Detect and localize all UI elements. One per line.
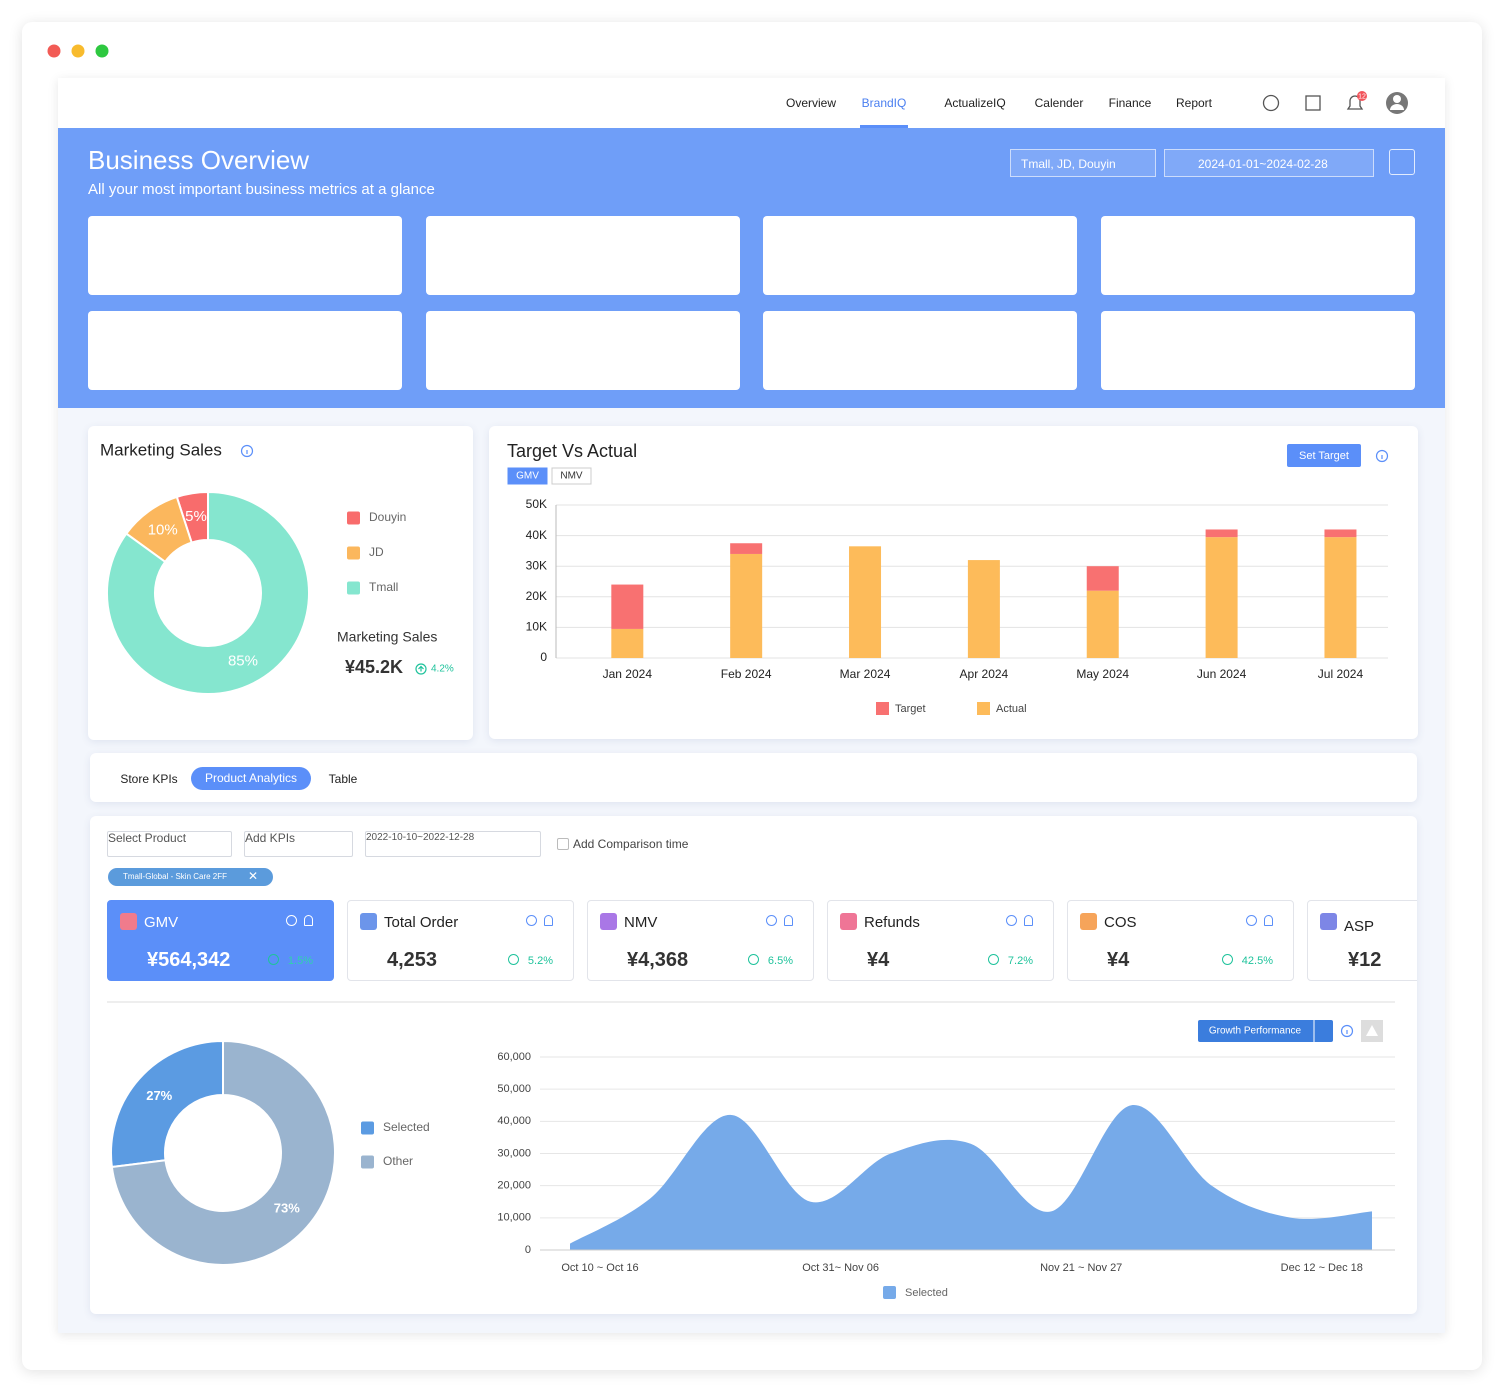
- tab[interactable]: Product Analytics: [191, 767, 311, 790]
- kpi-icon: [840, 913, 857, 930]
- change-icon: [748, 954, 759, 965]
- nav-bar: [58, 78, 1445, 128]
- kpi-value: ¥12: [1348, 949, 1382, 971]
- product-kpi-card[interactable]: ASP ¥12: [1307, 900, 1417, 981]
- kpi-change: 1.5%: [287, 955, 313, 967]
- kpi-icon: [120, 913, 137, 930]
- kpi-card: [426, 311, 740, 390]
- kpi-card: [1101, 311, 1415, 390]
- translate-icon[interactable]: [1305, 95, 1321, 111]
- nav-item[interactable]: ActualizeIQ: [944, 96, 1006, 110]
- tab-bar: [90, 753, 1417, 802]
- filter-select[interactable]: Select Product: [107, 831, 232, 857]
- bell-icon: [1264, 915, 1273, 926]
- kpi-label: COS: [1104, 914, 1137, 931]
- product-kpi-card[interactable]: Refunds ¥4 7.2%: [827, 900, 1054, 981]
- filter-tag[interactable]: Tmall-Global - Skin Care 2FF: [108, 868, 273, 886]
- kpi-change: 42.5%: [1241, 955, 1273, 967]
- bell-icon: [784, 915, 793, 926]
- change-icon: [508, 954, 519, 965]
- close-dot[interactable]: [47, 44, 61, 58]
- marketing-panel: [88, 426, 473, 740]
- filter-select[interactable]: Add KPIs: [244, 831, 353, 857]
- kpi-card: [426, 216, 740, 295]
- tab[interactable]: Table: [328, 772, 358, 786]
- tab[interactable]: Store KPIs: [120, 772, 178, 786]
- kpi-icon: [1320, 913, 1337, 930]
- minimize-dot[interactable]: [71, 44, 85, 58]
- bell-icon: [304, 915, 313, 926]
- target-panel: [489, 426, 1418, 739]
- date-filter[interactable]: 2024-01-01~2024-02-28: [1164, 149, 1374, 177]
- kpi-card: [88, 311, 402, 390]
- kpi-value: ¥564,342: [147, 949, 231, 971]
- product-kpi-card[interactable]: Total Order 4,253 5.2%: [347, 900, 574, 981]
- kpi-change: 7.2%: [1007, 955, 1033, 967]
- change-icon: [1222, 954, 1233, 965]
- kpi-label: NMV: [624, 914, 658, 931]
- checkbox-label: Add Comparison time: [573, 837, 689, 851]
- nav-item[interactable]: Overview: [785, 96, 836, 110]
- kpi-value: 4,253: [387, 949, 438, 971]
- checkbox[interactable]: [557, 838, 569, 850]
- avatar-body: [1390, 104, 1404, 110]
- kpi-change: 6.5%: [767, 955, 793, 967]
- nav-item[interactable]: Report: [1175, 96, 1213, 110]
- nav-item[interactable]: BrandIQ: [861, 96, 907, 110]
- info-icon: [526, 915, 537, 926]
- bell-icon[interactable]: [1346, 95, 1364, 110]
- product-kpi-card[interactable]: COS ¥4 42.5%: [1067, 900, 1294, 981]
- nav-underline: [860, 125, 908, 128]
- kpi-label: Refunds: [864, 914, 920, 931]
- kpi-card: [763, 216, 1077, 295]
- kpi-label: ASP: [1344, 918, 1375, 935]
- badge: [1357, 91, 1367, 101]
- kpi-icon: [600, 913, 617, 930]
- kpi-card: [763, 311, 1077, 390]
- avatar-head: [1393, 95, 1401, 103]
- info-icon: [1006, 915, 1017, 926]
- bell-icon: [544, 915, 553, 926]
- notification-count: 12: [1358, 93, 1366, 100]
- kpi-icon: [1080, 913, 1097, 930]
- bell-icon: [1024, 915, 1033, 926]
- info-icon: [1246, 915, 1257, 926]
- tag-close[interactable]: ✕: [248, 869, 259, 883]
- change-icon: [988, 954, 999, 965]
- filter-select[interactable]: 2022-10-10~2022-12-28: [365, 831, 541, 857]
- product-kpi-card[interactable]: NMV ¥4,368 6.5%: [587, 900, 814, 981]
- nav-item[interactable]: Calender: [1034, 96, 1084, 110]
- kpi-label: Total Order: [384, 914, 459, 931]
- mail-button[interactable]: [1389, 149, 1415, 175]
- info-icon: [766, 915, 777, 926]
- page-title: Business Overview: [88, 145, 310, 175]
- kpi-card: [1101, 216, 1415, 295]
- kpi-change: 5.2%: [527, 955, 553, 967]
- kpi-value: ¥4,368: [627, 949, 689, 971]
- page-subtitle: All your most important business metrics…: [88, 181, 435, 198]
- info-icon: [286, 915, 297, 926]
- change-icon: [268, 954, 279, 965]
- kpi-value: ¥4: [1107, 949, 1130, 971]
- kpi-label: GMV: [144, 914, 179, 931]
- platform-filter[interactable]: Tmall, JD, Douyin: [1010, 149, 1156, 177]
- maximize-dot[interactable]: [95, 44, 109, 58]
- nav-item[interactable]: Finance: [1108, 96, 1152, 110]
- card-clip: GMV ¥564,342 1.5% Total Order 4,253 5.2% NMV ¥4…: [90, 816, 1417, 1314]
- product-kpi-card[interactable]: GMV ¥564,342 1.5%: [107, 900, 334, 981]
- kpi-icon: [360, 913, 377, 930]
- kpi-card: [88, 216, 402, 295]
- kpi-value: ¥4: [867, 949, 890, 971]
- currency-icon[interactable]: [1262, 94, 1280, 112]
